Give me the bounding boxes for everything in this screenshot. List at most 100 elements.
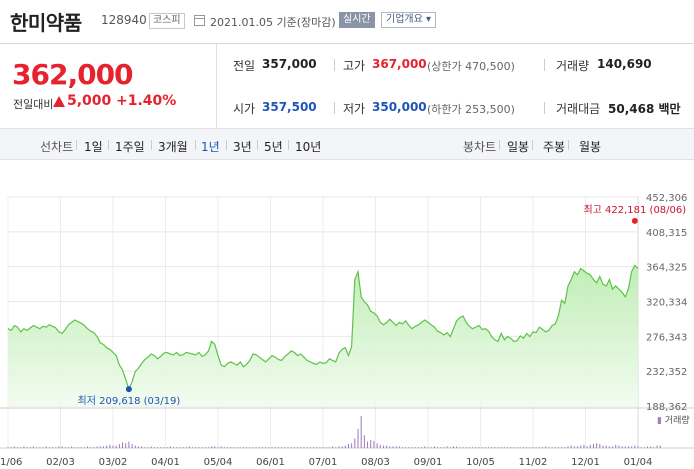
volume-bar xyxy=(39,447,41,448)
volume-bar xyxy=(548,447,550,448)
volume-bar xyxy=(36,447,38,448)
volume-bar xyxy=(207,447,209,448)
volume-bar xyxy=(446,446,448,448)
tab-1year[interactable]: 1년 xyxy=(201,140,220,154)
volume-bar xyxy=(465,447,467,448)
stat-separator xyxy=(544,59,545,71)
volume-bar xyxy=(128,441,130,448)
volume-bar xyxy=(201,447,203,448)
volume-bar xyxy=(271,447,273,448)
volume-bar xyxy=(242,447,244,448)
volume-bar xyxy=(347,444,349,448)
tab-3year[interactable]: 3년 xyxy=(233,140,252,154)
volume-bar xyxy=(602,445,604,448)
price-series xyxy=(7,264,639,406)
y-axis-ticks: 452,306 408,315 364,325 320,334 276,343 232,3… xyxy=(646,193,687,413)
volume-bar xyxy=(281,447,283,448)
tab-1day[interactable]: 1일 xyxy=(84,140,103,154)
volume-legend: ▮ 거래량 xyxy=(657,416,690,426)
x-tick-label: 09/01 xyxy=(414,457,443,468)
tab-separator xyxy=(288,140,289,150)
volume-bar xyxy=(131,444,133,448)
volume-bar xyxy=(526,447,528,448)
volume-bar xyxy=(367,441,369,448)
tab-5year[interactable]: 5년 xyxy=(264,140,283,154)
volume-bar xyxy=(87,446,89,448)
volume-bar xyxy=(637,446,639,448)
volume-bar xyxy=(567,446,569,448)
tab-separator xyxy=(568,140,569,150)
current-price: 362,000 xyxy=(12,58,134,91)
volume-bar xyxy=(376,443,378,448)
header-divider xyxy=(0,43,694,44)
calendar-icon xyxy=(194,15,205,26)
volume-bar xyxy=(624,446,626,448)
volume-bar xyxy=(112,445,114,448)
tab-separator xyxy=(108,140,109,150)
volume-bar xyxy=(608,446,610,448)
y-tick-label: 452,306 xyxy=(646,193,687,204)
company-info-button[interactable]: 기업개요 ▾ xyxy=(381,12,436,28)
volume-bar xyxy=(354,438,356,448)
volume-bar xyxy=(430,447,432,448)
volume-bar xyxy=(58,446,60,448)
y-tick-label: 232,352 xyxy=(646,367,687,378)
tab-separator xyxy=(257,140,258,150)
volume-bar xyxy=(592,444,594,448)
x-tick-label: 12/01 xyxy=(571,457,600,468)
realtime-button[interactable]: 실시간 xyxy=(339,12,375,28)
tab-10year[interactable]: 10년 xyxy=(295,140,322,154)
volume-bar xyxy=(443,447,445,448)
volume-bar xyxy=(67,447,69,448)
volume-bar xyxy=(491,447,493,448)
volume-bar xyxy=(452,446,454,448)
volume-bar xyxy=(570,445,572,448)
market-badge: 코스피 xyxy=(149,13,185,29)
trading-amount-value: 50,468 백만 xyxy=(608,102,681,116)
volume-bar xyxy=(647,446,649,448)
volume-bar xyxy=(341,446,343,448)
volume-bar xyxy=(17,447,19,448)
volume-bar xyxy=(157,447,159,448)
candle-chart-label: 봉차트 xyxy=(463,140,497,154)
x-tick-label: 07/01 xyxy=(309,457,338,468)
tab-separator xyxy=(151,140,152,150)
tab-daily-candle[interactable]: 일봉 xyxy=(507,140,530,154)
volume-bar xyxy=(382,445,384,448)
tab-monthly-candle[interactable]: 월봉 xyxy=(579,140,602,154)
volume-bar xyxy=(650,446,652,448)
volume-bar xyxy=(557,447,559,448)
volume-bar xyxy=(258,447,260,448)
volume-bar xyxy=(64,447,66,448)
tab-1week[interactable]: 1주일 xyxy=(115,140,145,154)
volume-bar xyxy=(80,447,82,448)
volume-bar xyxy=(417,447,419,448)
volume-bar xyxy=(223,447,225,448)
upper-limit: (상한가 470,500) xyxy=(427,60,515,73)
volume-bar xyxy=(249,447,251,448)
volume-bar xyxy=(392,446,394,448)
chart-period-tabs: 선차트 1일 1주일 3개월 1년 3년 5년 10년 봉차트 일봉 주봉 월봉 xyxy=(0,128,694,160)
volume-bar xyxy=(462,447,464,448)
volume-bar xyxy=(303,447,305,448)
volume-bar xyxy=(414,447,416,448)
price-line xyxy=(7,264,639,391)
volume-bar xyxy=(408,447,410,448)
prev-close-label: 전일 xyxy=(233,59,256,73)
tab-3month[interactable]: 3개월 xyxy=(158,140,188,154)
volume-bar xyxy=(456,446,458,448)
volume-bar xyxy=(319,447,321,448)
tab-separator xyxy=(195,140,196,150)
volume-bar xyxy=(7,447,9,448)
volume-bar xyxy=(449,447,451,448)
volume-bar xyxy=(586,446,588,448)
volume-bar xyxy=(198,447,200,448)
volume-bar xyxy=(398,446,400,448)
low-value: 350,000 xyxy=(372,100,427,114)
volume-bar xyxy=(309,447,311,448)
tab-weekly-candle[interactable]: 주봉 xyxy=(543,140,566,154)
volume-bar xyxy=(163,447,165,448)
volume-bar xyxy=(529,447,531,448)
volume-bar xyxy=(122,442,124,448)
lower-limit: (하한가 253,500) xyxy=(427,103,515,116)
